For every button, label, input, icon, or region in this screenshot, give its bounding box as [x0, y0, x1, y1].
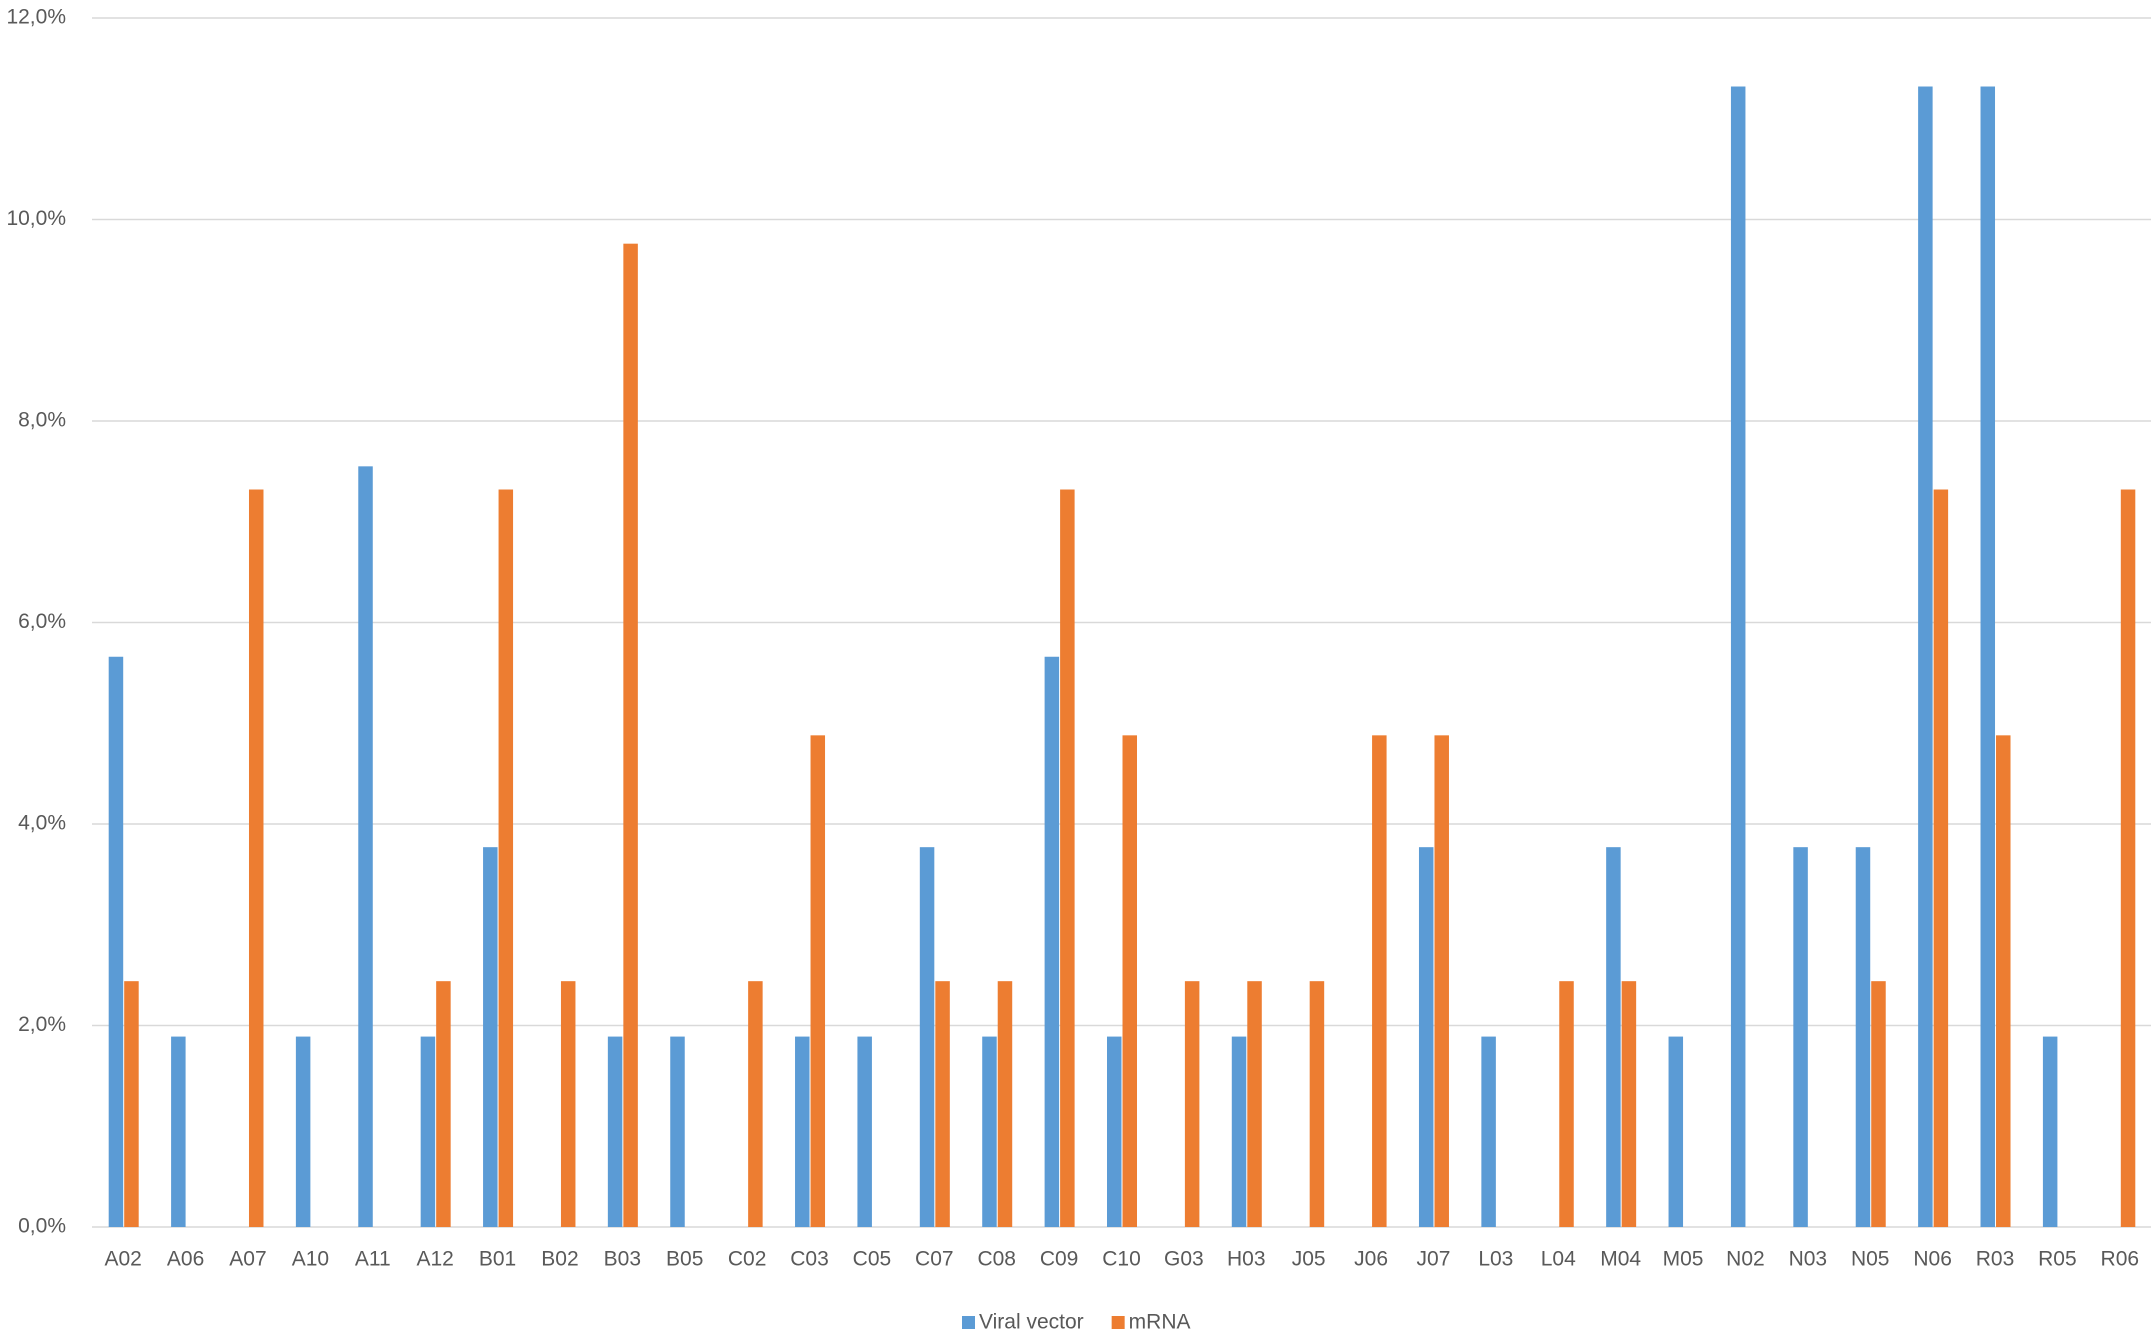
- bar: [436, 981, 451, 1227]
- x-tick-label: J07: [1417, 1248, 1451, 1271]
- y-tick-label: 6,0%: [18, 610, 66, 633]
- bar: [248, 489, 264, 1227]
- legend-label: Viral vector: [979, 1311, 1084, 1334]
- bar: [1559, 981, 1574, 1227]
- x-tick-label: A12: [416, 1248, 453, 1271]
- x-tick-label: C05: [853, 1248, 892, 1271]
- bar: [1434, 735, 1449, 1227]
- bar: [1309, 981, 1325, 1227]
- x-tick-label: R05: [2038, 1248, 2077, 1271]
- bar: [1980, 86, 1996, 1227]
- bar: [795, 1036, 810, 1227]
- bar: [420, 1036, 436, 1227]
- x-tick-label: C07: [915, 1248, 954, 1271]
- x-tick-label: J05: [1292, 1248, 1326, 1271]
- x-tick-label: B01: [479, 1248, 516, 1271]
- x-tick-label: B02: [541, 1248, 578, 1271]
- x-tick-label: N02: [1726, 1248, 1765, 1271]
- bar: [1247, 981, 1262, 1227]
- bar: [1933, 489, 1949, 1227]
- bar: [1621, 981, 1637, 1227]
- x-tick-label: A07: [229, 1248, 266, 1271]
- x-tick-label: L04: [1541, 1248, 1576, 1271]
- bar: [1668, 1036, 1684, 1227]
- bar: [1122, 735, 1137, 1227]
- bar: [1231, 1036, 1247, 1227]
- x-tick-label: N05: [1851, 1248, 1890, 1271]
- x-tick-label: C08: [977, 1248, 1016, 1271]
- x-tick-label: M05: [1663, 1248, 1704, 1271]
- bar: [748, 981, 763, 1227]
- bar: [1481, 1036, 1496, 1227]
- bar: [1918, 86, 1933, 1227]
- bar: [623, 243, 638, 1227]
- bar: [1372, 735, 1387, 1227]
- bar: [124, 981, 139, 1227]
- bar: [295, 1036, 311, 1227]
- legend-swatch: [962, 1316, 975, 1329]
- x-tick-label: A11: [355, 1248, 391, 1271]
- y-tick-label: 4,0%: [18, 812, 66, 835]
- x-tick-label: R06: [2101, 1248, 2140, 1271]
- bar: [935, 981, 950, 1227]
- bar: [498, 489, 514, 1227]
- bar: [483, 847, 498, 1227]
- bar: [1060, 489, 1075, 1227]
- bar: [1184, 981, 1200, 1227]
- bar: [171, 1036, 186, 1227]
- x-tick-label: C03: [790, 1248, 829, 1271]
- bar: [358, 466, 373, 1227]
- bar: [1855, 847, 1871, 1227]
- bar: [560, 981, 576, 1227]
- x-tick-label: C02: [728, 1248, 767, 1271]
- bar: [919, 847, 935, 1227]
- bar: [607, 1036, 623, 1227]
- x-tick-label: R03: [1976, 1248, 2015, 1271]
- legend-label: mRNA: [1129, 1311, 1191, 1334]
- x-tick-label: A06: [167, 1248, 204, 1271]
- bar: [1996, 735, 2011, 1227]
- bar: [1044, 656, 1060, 1227]
- y-tick-label: 8,0%: [18, 409, 66, 432]
- x-tick-label: N06: [1913, 1248, 1952, 1271]
- bar: [997, 981, 1013, 1227]
- x-tick-label: C09: [1040, 1248, 1079, 1271]
- bar: [670, 1036, 685, 1227]
- x-tick-label: J06: [1354, 1248, 1388, 1271]
- y-tick-label: 0,0%: [18, 1215, 66, 1238]
- x-tick-label: M04: [1600, 1248, 1641, 1271]
- y-tick-label: 12,0%: [6, 6, 66, 29]
- x-tick-label: H03: [1227, 1248, 1266, 1271]
- bar: [2042, 1036, 2058, 1227]
- x-tick-label: C10: [1102, 1248, 1141, 1271]
- y-tick-label: 10,0%: [6, 207, 66, 230]
- legend-swatch: [1111, 1316, 1125, 1329]
- x-tick-label: G03: [1164, 1248, 1204, 1271]
- bar: [1793, 847, 1808, 1227]
- bar: [1418, 847, 1434, 1227]
- x-tick-label: A02: [105, 1248, 142, 1271]
- bar: [857, 1036, 872, 1227]
- bar: [1606, 847, 1621, 1227]
- x-tick-label: B03: [604, 1248, 641, 1271]
- bar: [982, 1036, 997, 1227]
- x-tick-label: L03: [1478, 1248, 1513, 1271]
- bar: [1107, 1036, 1122, 1227]
- x-tick-label: N03: [1789, 1248, 1828, 1271]
- bar: [1730, 86, 1746, 1227]
- bar: [1871, 981, 1886, 1227]
- bar: [810, 735, 826, 1227]
- x-tick-label: B05: [666, 1248, 703, 1271]
- y-tick-label: 2,0%: [18, 1013, 66, 1036]
- x-tick-label: A10: [292, 1248, 329, 1271]
- bar: [108, 656, 124, 1227]
- bar: [2120, 489, 2136, 1227]
